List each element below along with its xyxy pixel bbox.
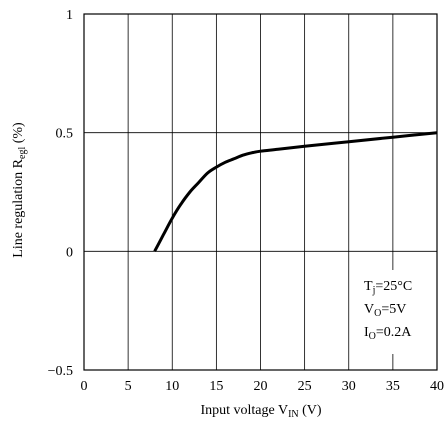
x-tick-labels: 0 5 10 15 20 25 30 35 40 (81, 379, 445, 394)
x-tick-label: 15 (209, 379, 223, 394)
x-tick-label: 40 (430, 379, 444, 394)
y-axis-title-unit: (%) (11, 122, 26, 147)
conditions-box: Tj=25°C VO=5V IO=0.2A (364, 279, 412, 342)
condition-line: IO=0.2A (364, 325, 412, 342)
y-axis-title-sub: egl (17, 147, 28, 159)
condition-line: VO=5V (364, 302, 406, 319)
y-tick-label: 1 (66, 8, 73, 23)
x-axis-title-main: Input voltage V (200, 403, 288, 418)
conditions-box-bg (358, 270, 436, 354)
x-axis-title-unit: (V) (299, 403, 322, 418)
x-tick-label: 5 (125, 379, 132, 394)
x-axis-title: Input voltage VIN (V) (200, 403, 321, 420)
x-tick-label: 30 (342, 379, 356, 394)
plot-frame (83, 13, 438, 371)
y-axis-title-main: Line regulation R (11, 158, 26, 257)
x-tick-label: 10 (165, 379, 179, 394)
x-tick-label: 20 (254, 379, 268, 394)
x-axis-title-sub: IN (288, 409, 299, 420)
curve-layer (153, 131, 438, 253)
y-tick-label: 0 (66, 245, 73, 260)
line-regulation-curve (153, 131, 438, 253)
x-tick-label: 25 (298, 379, 312, 394)
y-axis-title: Line regulation Regl (%) (11, 122, 28, 258)
x-tick-label: 35 (386, 379, 400, 394)
y-tick-label: −0.5 (48, 364, 73, 379)
x-tick-label: 0 (81, 379, 88, 394)
condition-line: Tj=25°C (364, 279, 412, 296)
y-tick-label: 0.5 (56, 127, 74, 142)
y-tick-labels: −0.5 0 0.5 1 (48, 8, 73, 379)
